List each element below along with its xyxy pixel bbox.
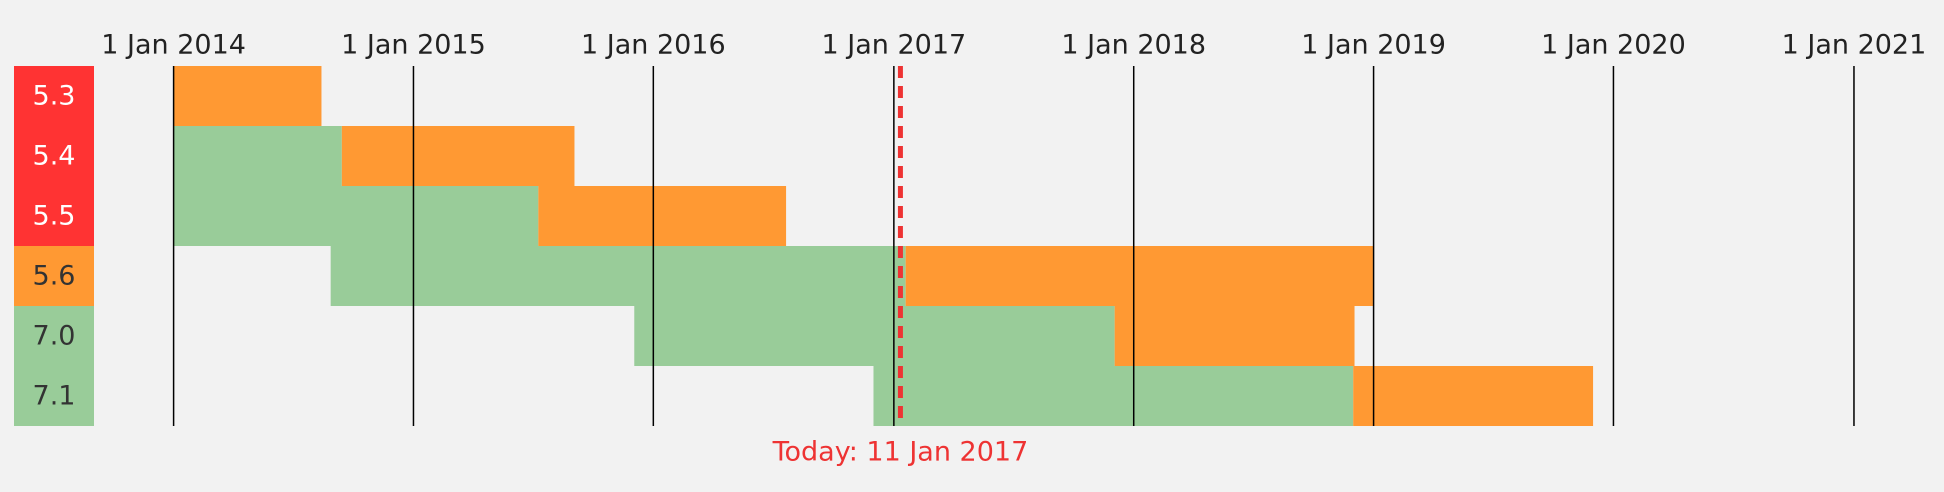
active-support-bar bbox=[174, 126, 342, 186]
version-label: 5.6 bbox=[33, 261, 76, 292]
security-support-bar bbox=[1114, 306, 1355, 366]
version-label: 7.0 bbox=[33, 321, 76, 352]
active-support-bar bbox=[634, 306, 1115, 366]
version-label-bg bbox=[14, 126, 94, 186]
x-tick-label: 1 Jan 2020 bbox=[1541, 30, 1686, 61]
x-tick-label: 1 Jan 2021 bbox=[1782, 30, 1927, 61]
x-tick-label: 1 Jan 2014 bbox=[101, 30, 246, 61]
version-label-bg bbox=[14, 186, 94, 246]
bars bbox=[174, 66, 1594, 426]
active-support-bar bbox=[873, 366, 1354, 426]
version-label-bg bbox=[14, 366, 94, 426]
security-support-bar bbox=[538, 186, 787, 246]
security-support-bar bbox=[905, 246, 1373, 306]
x-tick-label: 1 Jan 2015 bbox=[341, 30, 486, 61]
x-tick-label: 1 Jan 2016 bbox=[581, 30, 726, 61]
active-support-bar bbox=[174, 186, 539, 246]
active-support-bar bbox=[330, 246, 906, 306]
security-support-bar bbox=[174, 66, 322, 126]
version-label: 5.4 bbox=[33, 141, 76, 172]
version-label: 5.5 bbox=[33, 201, 76, 232]
x-tick-label: 1 Jan 2017 bbox=[822, 30, 967, 61]
x-tick-label: 1 Jan 2018 bbox=[1061, 30, 1206, 61]
version-label-bg bbox=[14, 66, 94, 126]
version-label: 7.1 bbox=[33, 381, 76, 412]
overlay: 5.3 5.4 5.5 5.6 7.0 7.1 1 Jan 2014 1 Jan 2015 1 … bbox=[14, 30, 1926, 468]
version-label-bg bbox=[14, 246, 94, 306]
version-label-bg bbox=[14, 306, 94, 366]
today-label: Today: 11 Jan 2017 bbox=[772, 437, 1029, 468]
version-label: 5.3 bbox=[33, 81, 76, 112]
security-support-bar bbox=[1353, 366, 1594, 426]
security-support-bar bbox=[341, 126, 575, 186]
x-tick-label: 1 Jan 2019 bbox=[1301, 30, 1446, 61]
